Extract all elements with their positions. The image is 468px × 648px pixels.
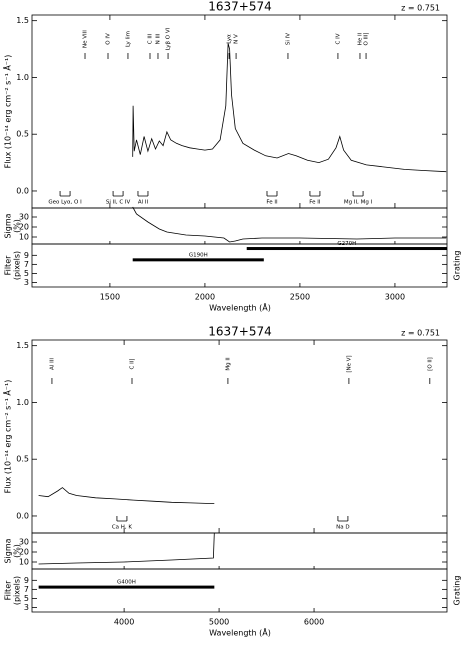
grating-name: G270H (337, 241, 356, 247)
emission-label: C IV (335, 33, 341, 44)
x-tick-label: 4000 (114, 618, 134, 627)
filter-tick-label: 5 (24, 594, 29, 603)
y-axis-label: Flux (10⁻¹⁴ erg cm⁻² s⁻¹ Å⁻¹) (2, 55, 13, 169)
frame (31, 568, 448, 613)
grating-name: G190H (189, 252, 208, 258)
x-tick-label: 2500 (290, 293, 310, 302)
absorption-label: Ca H, K (112, 525, 133, 531)
sigma-label: (%) (13, 219, 22, 233)
absorption-marker (352, 191, 364, 197)
filter-tick-label: 3 (24, 278, 29, 287)
emission-label: Ly lim (125, 31, 131, 47)
frame (31, 532, 448, 570)
y-tick-label: 1.0 (16, 398, 29, 407)
y-tick-label: 0.0 (16, 186, 29, 195)
emission-label: Ne VIII (83, 30, 89, 48)
emission-label: C II] (129, 359, 135, 370)
filter-tick-label: 9 (24, 576, 29, 585)
absorption-label: Al II (138, 200, 149, 206)
sigma-tick-label: 20 (19, 223, 29, 232)
emission-label: Si IV (285, 33, 291, 45)
emission-label: N V (234, 34, 240, 44)
filter-label: Filter (4, 580, 13, 601)
filter-tick-label: 7 (24, 585, 29, 594)
frame (31, 339, 448, 534)
emission-label: Lyβ O VI (166, 27, 172, 50)
x-tick-label: 6000 (304, 618, 324, 627)
emission-label: [Ne V] (346, 355, 352, 372)
absorption-marker (309, 191, 321, 197)
sigma-label: Sigma (4, 213, 13, 238)
spectrum (132, 43, 447, 173)
absorption-label: Mg II, Mg I (344, 200, 373, 206)
absorption-marker (112, 191, 124, 197)
absorption-label: Na D (336, 525, 349, 531)
absorption-marker (59, 191, 71, 197)
sigma-label: Sigma (4, 538, 13, 563)
chart-title: 1637+574 (208, 325, 272, 339)
x-tick-label: 1500 (100, 293, 120, 302)
filter-tick-label: 7 (24, 260, 29, 269)
emission-label: Mg II (225, 357, 231, 371)
absorption-label: Geo Lyα, O I (48, 200, 82, 206)
x-axis-label: Wavelength (Å) (209, 302, 271, 313)
absorption-marker (266, 191, 278, 197)
chart-title: 1637+574 (208, 0, 272, 14)
filter-tick-label: 5 (24, 269, 29, 278)
grating-bar (38, 585, 215, 589)
x-tick-label: 3000 (385, 293, 405, 302)
y-tick-label: 0.5 (16, 130, 29, 139)
emission-label: O III] (364, 32, 370, 45)
grating-name: G400H (117, 580, 136, 586)
sigma-tick-label: 20 (19, 548, 29, 557)
sigma-tick-label: 30 (19, 538, 29, 547)
y-axis-label: Flux (10⁻¹⁴ erg cm⁻² s⁻¹ Å⁻¹) (2, 380, 13, 494)
absorption-marker (137, 191, 149, 197)
spectrum (38, 487, 215, 504)
absorption-marker (337, 516, 349, 522)
grating-label: Grating (453, 576, 462, 606)
sigma-tick-label: 10 (19, 558, 29, 567)
frame (31, 243, 448, 288)
absorption-label: Fe II (266, 200, 278, 206)
emission-label: He II (357, 32, 363, 45)
y-tick-label: 1.5 (16, 16, 29, 25)
emission-label: Lyα (227, 34, 233, 44)
filter-label: (pixels) (13, 251, 22, 280)
grating-bar (132, 258, 264, 262)
sigma-line (38, 532, 215, 565)
x-axis-label: Wavelength (Å) (209, 627, 271, 638)
grating-label: Grating (453, 251, 462, 281)
filter-label: (pixels) (13, 576, 22, 605)
redshift: z = 0.751 (401, 4, 440, 13)
absorption-label: Si II, C IV (106, 200, 131, 206)
y-tick-label: 0.0 (16, 511, 29, 520)
redshift: z = 0.751 (401, 329, 440, 338)
absorption-marker (116, 516, 128, 522)
grating-bar (246, 247, 447, 251)
sigma-label: (%) (13, 544, 22, 558)
x-tick-label: 2000 (195, 293, 215, 302)
filter-tick-label: 3 (24, 603, 29, 612)
emission-label: [O II] (427, 357, 433, 371)
emission-label: N III (155, 33, 161, 44)
emission-label: Al III (49, 358, 55, 370)
y-tick-label: 0.5 (16, 455, 29, 464)
sigma-tick-label: 30 (19, 213, 29, 222)
sigma-tick-label: 10 (19, 233, 29, 242)
y-tick-label: 1.0 (16, 73, 29, 82)
emission-label: C III (148, 33, 154, 44)
y-tick-label: 1.5 (16, 341, 29, 350)
absorption-label: Fe II (309, 200, 321, 206)
sigma-line (132, 206, 447, 243)
filter-label: Filter (4, 255, 13, 276)
emission-label: O IV (106, 33, 112, 45)
filter-tick-label: 9 (24, 251, 29, 260)
x-tick-label: 5000 (209, 618, 229, 627)
